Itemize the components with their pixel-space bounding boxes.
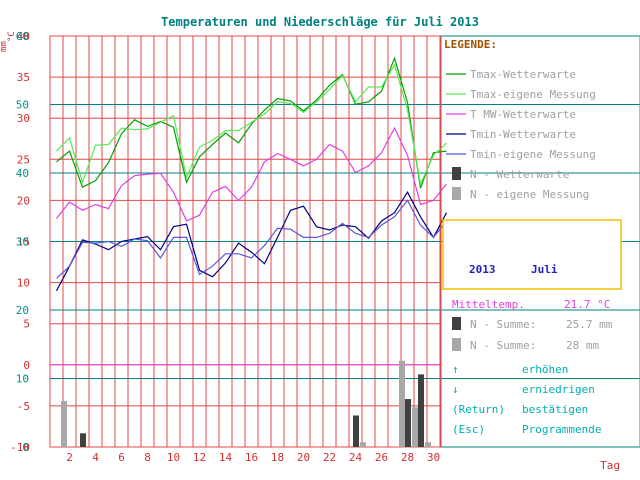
legend-entries: Tmax-Wetterwarte Tmax-eigene Messung T MW-… xyxy=(446,68,596,201)
x-tick-label: 16 xyxy=(245,451,258,464)
x-tick-label: 10 xyxy=(167,451,180,464)
x-tick-label: 20 xyxy=(297,451,310,464)
help-action-up: erhöhen xyxy=(522,363,568,376)
x-tick-label: 22 xyxy=(323,451,336,464)
legend-label: Tmax-Wetterwarte xyxy=(470,68,576,81)
precip-bar xyxy=(61,401,67,447)
y-tick-label-precip: 30 xyxy=(16,236,29,249)
keyboard-help: ↑ erhöhen ↓ erniedrigen (Return) bestäti… xyxy=(452,363,601,436)
stats-panel: Mitteltemp. 21.7 °C N - Summe: 25.7 mm N… xyxy=(452,298,613,352)
plot-frame xyxy=(49,35,441,448)
x-tick-label: 24 xyxy=(349,451,363,464)
temp-unit-label: °C xyxy=(7,31,17,42)
y-tick-label-temp: -5 xyxy=(17,400,30,413)
y-tick-label-precip: 20 xyxy=(16,304,29,317)
help-key-up: ↑ xyxy=(452,363,459,376)
x-tick-label: 4 xyxy=(92,451,99,464)
x-tick-label: 6 xyxy=(118,451,125,464)
y-tick-label-precip: 40 xyxy=(16,167,29,180)
legend-heading: LEGENDE: xyxy=(444,38,497,51)
y-tick-label-temp: 40 xyxy=(17,30,30,43)
y-tick-label-precip: 60 xyxy=(16,30,29,43)
date-selector[interactable]: 2013 Juli xyxy=(442,219,622,290)
help-action-esc: Programmende xyxy=(522,423,601,436)
y-tick-label-temp: -10 xyxy=(10,441,30,454)
legend-label: Tmax-eigene Messung xyxy=(470,88,596,101)
sum-value-eigene: 28 mm xyxy=(566,339,599,352)
legend-label: Tmin-eigene Messung xyxy=(470,148,596,161)
x-tick-label: 8 xyxy=(144,451,151,464)
y-tick-label-precip: 0 xyxy=(22,441,29,454)
x-tick-label: 28 xyxy=(401,451,414,464)
legend-label: N - Wetterwarte xyxy=(470,168,569,181)
legend-swatch-bar xyxy=(452,167,461,180)
selected-year[interactable]: 2013 xyxy=(469,263,496,276)
precip-bar xyxy=(399,360,405,447)
chart-title: Temperaturen und Niederschläge für Juli … xyxy=(161,15,479,29)
y-tick-label-temp: 20 xyxy=(17,194,30,207)
series-line xyxy=(56,56,447,189)
precip-bar xyxy=(360,442,366,447)
selected-month[interactable]: Juli xyxy=(531,263,558,276)
y-tick-label-precip: 50 xyxy=(16,99,29,112)
x-tick-label: 18 xyxy=(271,451,284,464)
legend-label: N - eigene Messung xyxy=(470,188,589,201)
y-tick-label-temp: 15 xyxy=(17,236,30,249)
precip-bar xyxy=(405,399,411,447)
precip-unit-label: mm xyxy=(0,41,9,52)
x-tick-label: 30 xyxy=(427,451,440,464)
precip-bar xyxy=(418,374,424,447)
precipitation-bars xyxy=(61,360,431,447)
y-tick-label-temp: 10 xyxy=(17,277,30,290)
y-tick-label-temp: 5 xyxy=(23,318,30,331)
precip-bar xyxy=(425,442,431,447)
precip-bar xyxy=(80,433,86,447)
y-tick-label-temp: 35 xyxy=(17,71,30,84)
x-tick-label: 14 xyxy=(219,451,233,464)
help-action-return: bestätigen xyxy=(522,403,588,416)
sum-label-eigene: N - Summe: xyxy=(470,339,536,352)
temperature-lines xyxy=(55,56,448,292)
precip-bar xyxy=(412,407,418,447)
series-line xyxy=(56,63,447,187)
y-tick-label-precip: 10 xyxy=(16,373,29,386)
legend-swatch-bar xyxy=(452,187,461,200)
help-key-down: ↓ xyxy=(452,383,459,396)
series-line xyxy=(55,191,448,292)
sum-label-wetterwarte: N - Summe: xyxy=(470,318,536,331)
series-line xyxy=(56,199,447,279)
y-tick-label-temp: 25 xyxy=(17,153,30,166)
help-key-esc: (Esc) xyxy=(452,423,485,436)
x-tick-label: 12 xyxy=(193,451,206,464)
x-axis: 2 4 6 8 10 12 14 16 18 20 22 24 26 28 30 xyxy=(66,451,440,464)
x-tick-label: 26 xyxy=(375,451,388,464)
series-line xyxy=(56,126,447,222)
precip-bar xyxy=(353,415,359,447)
sum-swatch-eigene xyxy=(452,338,461,351)
y-tick-label-temp: 30 xyxy=(17,112,30,125)
sum-swatch-wetterwarte xyxy=(452,317,461,330)
legend-label: Tmin-Wetterwarte xyxy=(470,128,576,141)
date-selector-box[interactable] xyxy=(442,219,622,290)
y-tick-label-temp: 0 xyxy=(23,359,30,372)
mean-temp-label: Mitteltemp. xyxy=(452,298,525,311)
help-action-down: erniedrigen xyxy=(522,383,595,396)
x-tick-label: 2 xyxy=(66,451,73,464)
mean-temp-value: 21.7 °C xyxy=(564,298,610,311)
legend-panel: LEGENDE: Tmax-Wetterwarte Tmax-eigene Mes… xyxy=(440,36,596,447)
legend-label: T MW-Wetterwarte xyxy=(470,108,576,121)
x-axis-label: Tag xyxy=(600,459,620,472)
plot-grid xyxy=(49,35,640,448)
sum-value-wetterwarte: 25.7 mm xyxy=(566,318,613,331)
help-key-return: (Return) xyxy=(452,403,505,416)
